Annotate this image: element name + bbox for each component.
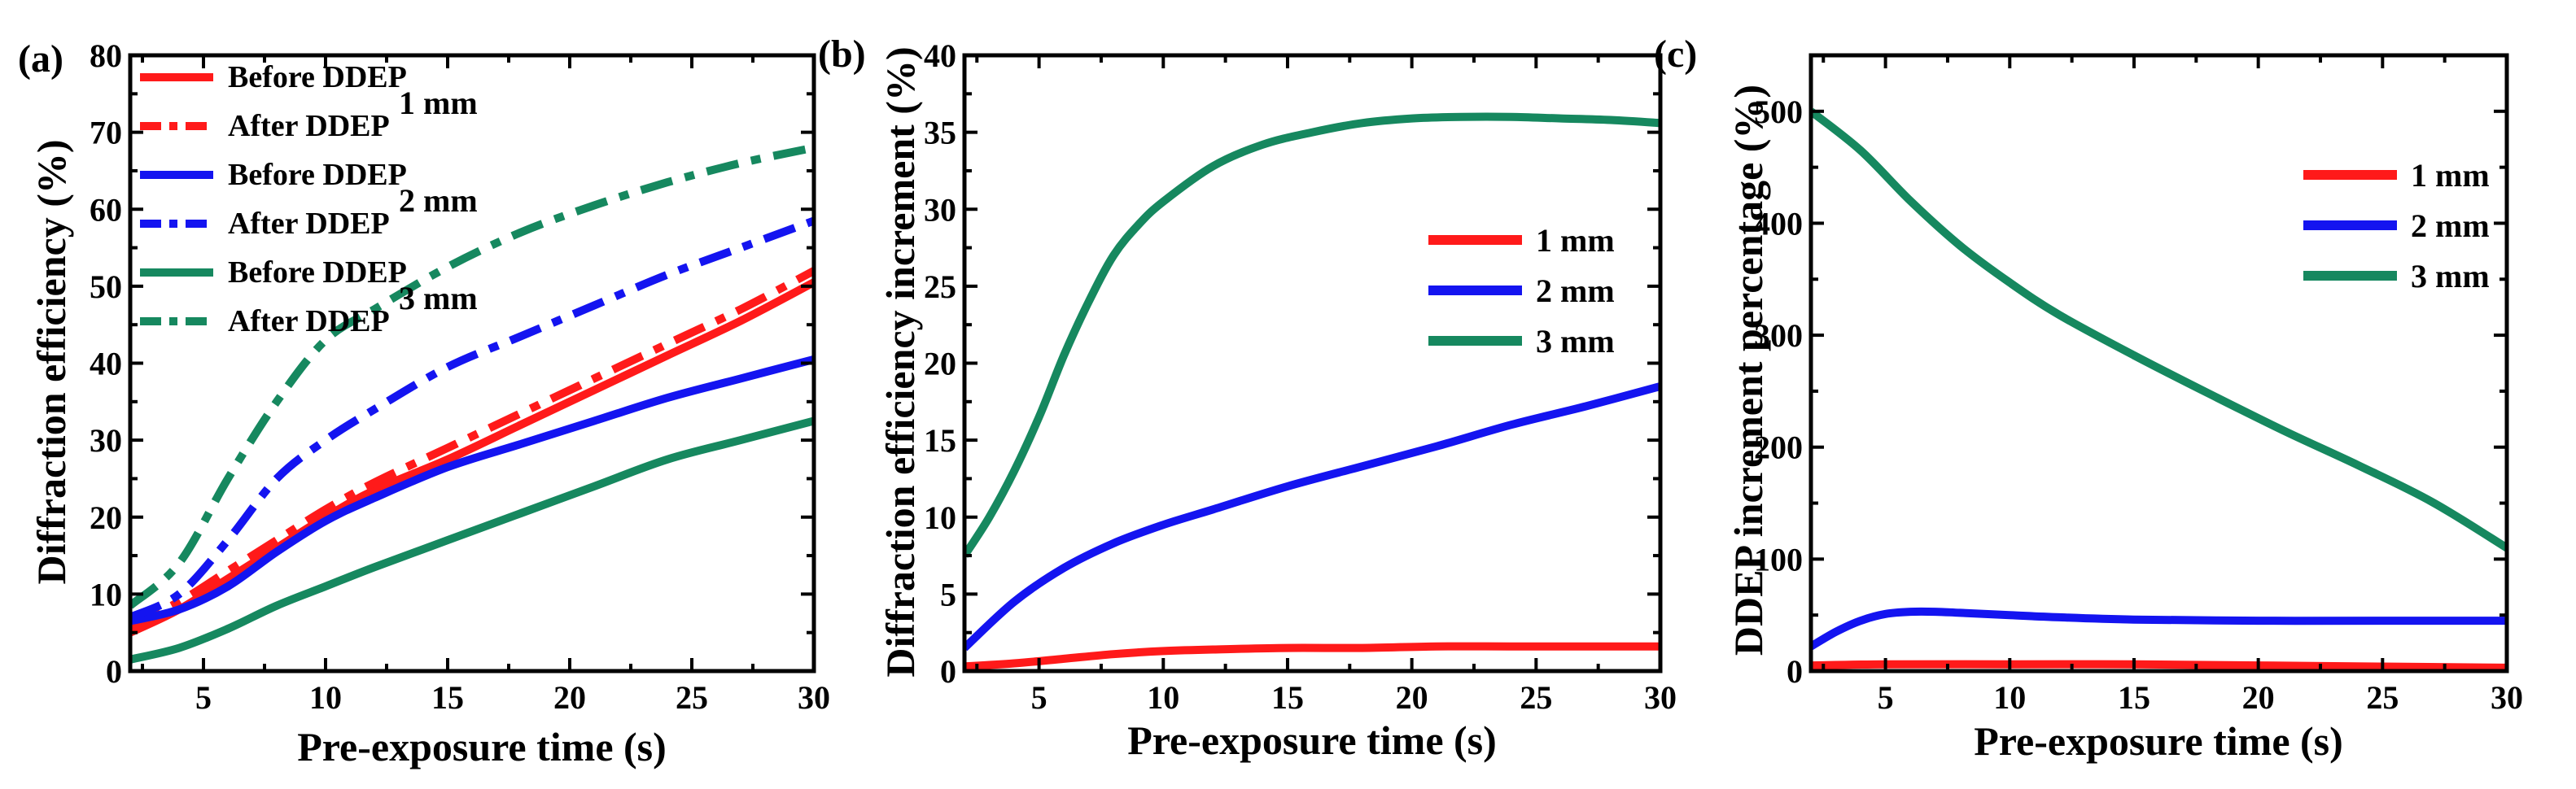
panel-c-x-tick-label: 25 (2366, 679, 2399, 716)
panel-a-y-tick-label: 40 (90, 346, 122, 382)
panel-c-legend-label: 2 mm (2411, 207, 2490, 244)
panel-a-legend-label: Before DDEP (228, 255, 407, 290)
panel-a-y-tick-label: 20 (90, 499, 122, 536)
panel-c-series-1-mm (1811, 660, 2507, 671)
panel-c-x-tick-label: 15 (2118, 679, 2150, 716)
panel-c-legend-label: 1 mm (2411, 157, 2490, 194)
panel-b-y-tick-label: 30 (924, 191, 956, 228)
panel-a-y-tick-label: 10 (90, 576, 122, 612)
panel-a-x-tick-label: 30 (798, 679, 830, 716)
panel-a-y-tick-label: 0 (106, 653, 122, 690)
panel-a-series-2mm-before-ddep (130, 355, 814, 626)
panel-b-plot: 5 10 15 20 25 30 0 5 10 15 20 25 30 35 40 1 mm 2 mm 3 mm (924, 37, 1677, 716)
panel-b-x-tick-label: 30 (1644, 679, 1677, 716)
panel-a-y-tick-label: 30 (90, 422, 122, 459)
panel-a-x-tick-label: 20 (553, 679, 586, 716)
panel-a-series-3mm-before-ddep (130, 416, 814, 664)
panel-b-legend-label: 3 mm (1536, 323, 1615, 360)
panel-c-x-tick-label: 20 (2242, 679, 2275, 716)
panel-a-x-tick-label: 15 (431, 679, 464, 716)
panel-a-legend-label: Before DDEP (228, 158, 407, 192)
panel-b-x-tick-label: 15 (1271, 679, 1304, 716)
panel-c-y-axis-title: DDEP increment percentage (%) (1725, 85, 1771, 656)
panel-a-x-tick-label: 5 (195, 679, 212, 716)
panel-b: (b) 5 10 15 20 25 30 0 5 10 15 20 25 30 35 40 1 mm 2 mm 3… (818, 33, 1677, 763)
panel-a-legend-label: After DDEP (228, 207, 390, 241)
panel-b-legend-label: 1 mm (1536, 222, 1615, 259)
panel-a-legend-group-label: 1 mm (399, 85, 478, 121)
panel-c-x-tick-label: 5 (1878, 679, 1894, 716)
panel-b-series-2-mm (964, 382, 1660, 652)
panel-a-legend-group-label: 2 mm (399, 182, 478, 219)
panel-c-y-tick-label: 0 (1787, 653, 1803, 690)
panel-a-x-axis-title: Pre-exposure time (s) (297, 724, 667, 769)
panel-c-series-2-mm (1811, 607, 2507, 651)
panel-c-y-tick-label: 100 (1754, 541, 1803, 578)
panel-c-y-tick-label: 400 (1754, 205, 1803, 242)
panel-c-legend-label: 3 mm (2411, 258, 2490, 294)
panel-b-y-tick-label: 5 (940, 576, 956, 612)
panel-c-y-tick-label: 500 (1754, 94, 1803, 130)
panel-a-plot: 5 10 15 20 25 30 0 10 20 30 40 50 60 70 80 Before DDEP A… (90, 37, 830, 716)
panel-c-axes-frame (1808, 53, 2509, 673)
panel-c-x-tick-label: 10 (1993, 679, 2026, 716)
panel-c-label: (c) (1654, 33, 1697, 76)
panel-b-series-3-mm (964, 112, 1660, 558)
panel-b-y-tick-label: 35 (924, 115, 956, 151)
panel-c-x-tick-label: 30 (2491, 679, 2523, 716)
panel-a-x-tick-label: 10 (309, 679, 342, 716)
panel-a-x-tick-label: 25 (676, 679, 708, 716)
panel-b-x-tick-label: 5 (1031, 679, 1047, 716)
panel-b-x-tick-label: 25 (1520, 679, 1552, 716)
panel-b-x-axis-title: Pre-exposure time (s) (1127, 717, 1497, 763)
panel-b-x-tick-label: 10 (1147, 679, 1179, 716)
panel-b-y-tick-label: 10 (924, 499, 956, 536)
panel-b-series-1-mm (964, 642, 1660, 671)
panel-b-x-tick-label: 20 (1396, 679, 1428, 716)
panel-c-y-tick-label: 200 (1754, 429, 1803, 466)
panel-a-label: (a) (18, 37, 63, 81)
panel-a-y-tick-label: 60 (90, 191, 122, 228)
panel-a-y-tick-label: 70 (90, 115, 122, 151)
panel-b-y-tick-label: 0 (940, 653, 956, 690)
panel-b-y-tick-label: 40 (924, 37, 956, 74)
panel-a-legend-label: Before DDEP (228, 60, 407, 94)
panel-a-series-3mm-after-ddep (130, 143, 814, 609)
panel-a-y-tick-label: 50 (90, 268, 122, 305)
panel-a-y-axis-title: Diffraction efficiency (%) (28, 140, 74, 585)
panel-a-y-tick-label: 80 (90, 37, 122, 74)
panel-b-legend-label: 2 mm (1536, 272, 1615, 309)
panel-c-x-axis-title: Pre-exposure time (s) (1974, 718, 2343, 764)
panel-a-legend-label: After DDEP (228, 109, 390, 143)
panel-c-series-3-mm (1811, 107, 2507, 551)
panel-b-y-tick-label: 20 (924, 346, 956, 382)
panel-a-legend-label: After DDEP (228, 304, 390, 338)
panel-a: (a) 5 10 15 20 25 30 0 10 20 30 40 50 60 70 80 Before D… (18, 37, 830, 769)
panel-b-y-tick-label: 15 (924, 422, 956, 459)
panel-a-series-1mm-before-ddep (130, 278, 814, 637)
panel-b-y-axis-title: Diffraction efficiency increment (%) (877, 46, 923, 677)
panel-b-label: (b) (818, 33, 866, 76)
panel-a-legend-group-label: 3 mm (399, 280, 478, 316)
panel-a-series-1mm-after-ddep (130, 267, 814, 629)
panel-c-y-tick-label: 300 (1754, 317, 1803, 354)
panel-b-y-tick-label: 25 (924, 268, 956, 305)
